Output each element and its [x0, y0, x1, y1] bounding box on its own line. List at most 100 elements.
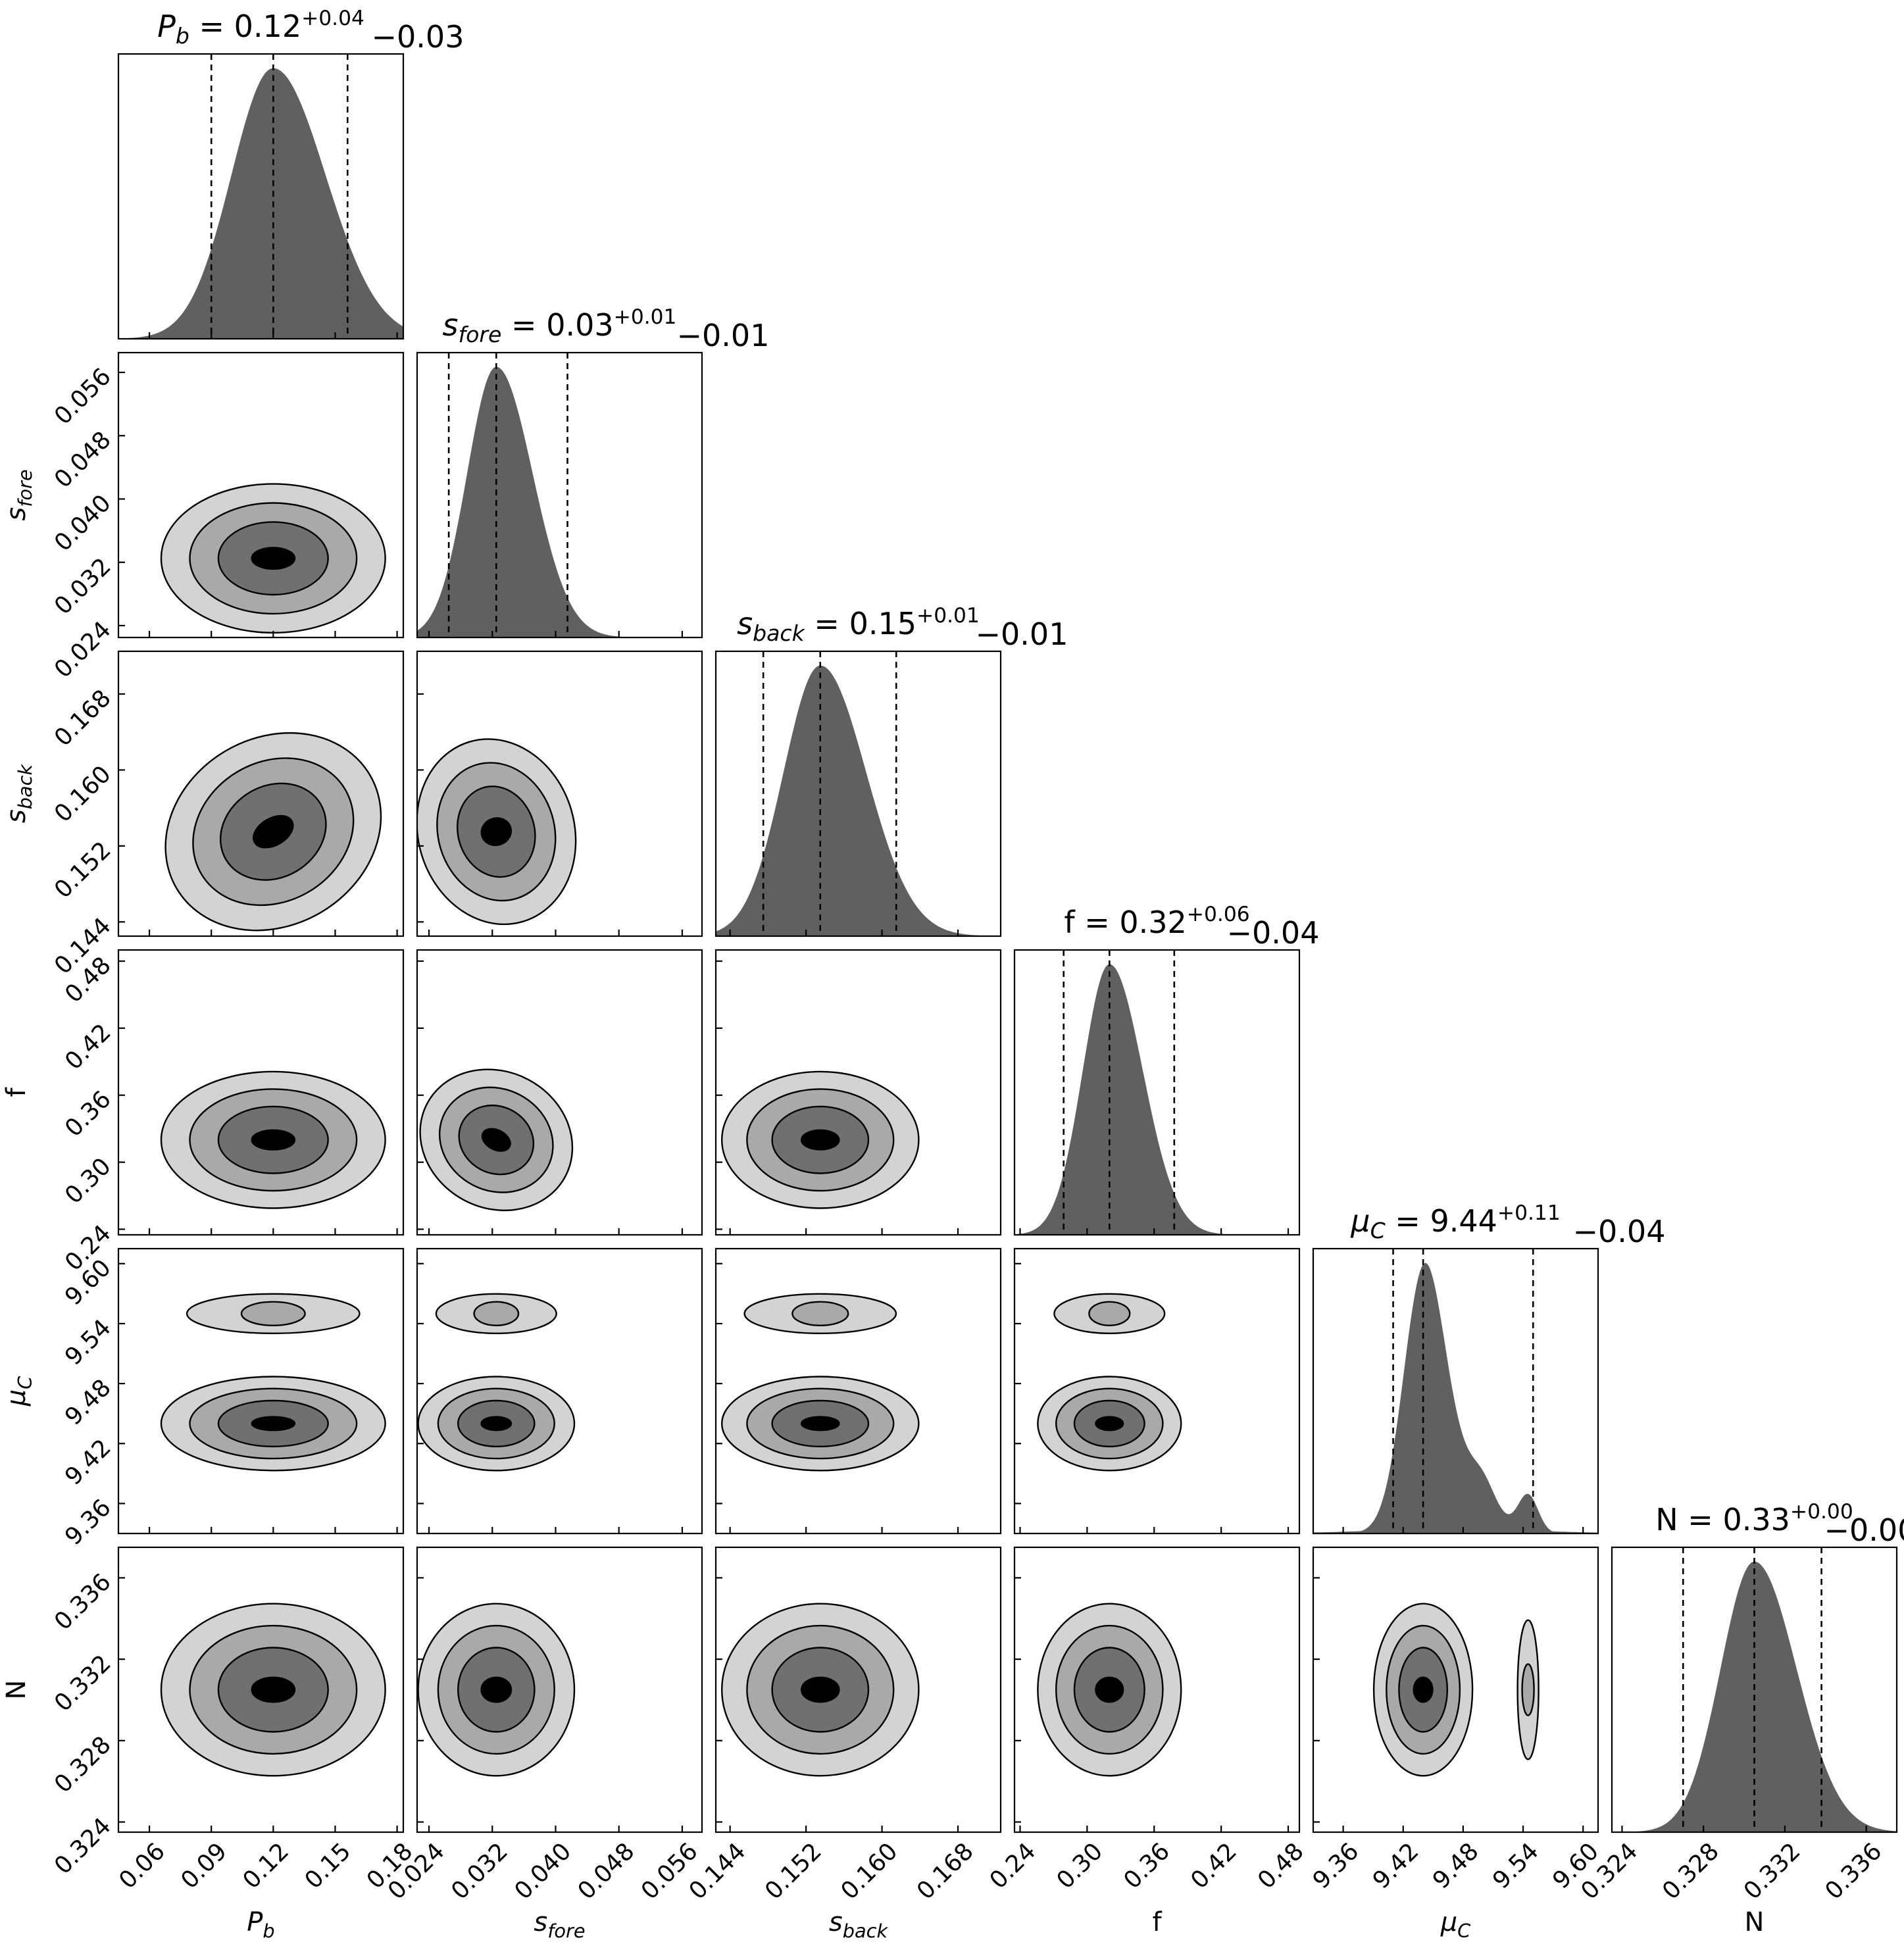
x-axis-label-muC: μC [1440, 1907, 1471, 1942]
contour-level-4 [251, 1129, 296, 1151]
title-err-minus-sfore: −0.01 [677, 318, 770, 353]
panel-frame [117, 650, 405, 937]
hist-panel-sfore: sfore = 0.03+0.01−0.01 [416, 305, 770, 639]
x-tick-label-f: 0.36 [1118, 1838, 1175, 1895]
x-tick-label-Pb: 0.12 [238, 1838, 294, 1895]
title-N-symbol: N [1655, 1502, 1678, 1537]
y-tick-label-sfore: 0.048 [49, 426, 116, 493]
hist-sfore [417, 366, 702, 637]
x-tick-label-N: 0.336 [1820, 1838, 1888, 1905]
title-value-sback: 0.15 [849, 606, 916, 641]
title-value-Pb: 0.12 [234, 9, 301, 44]
title-equals: = [1386, 1203, 1430, 1239]
x-tick-label-Pb: 0.09 [176, 1838, 232, 1895]
x-tick-label-Pb: 0.15 [300, 1838, 357, 1895]
hist-panel-muC: μC = 9.44+0.11 −0.04 [1312, 1201, 1666, 1535]
title-value-muC: 9.44 [1430, 1203, 1497, 1239]
x-tick-label-muC: 9.48 [1428, 1838, 1484, 1895]
x-tick-label-muC: 9.36 [1308, 1838, 1365, 1895]
x-axis-label-sfore-symbol: s [534, 1907, 547, 1937]
y-tick-label-f: 0.30 [60, 1153, 116, 1209]
contour-level-4 [253, 814, 294, 849]
panel-frame [1312, 1546, 1599, 1833]
y-axis-label-sback: sback [1, 764, 36, 824]
panel-frame [416, 1247, 703, 1535]
x-tick-label-sback: 0.160 [836, 1838, 903, 1905]
x-axis-label-N-symbol: N [1745, 1907, 1765, 1937]
contour-level-4 [480, 1416, 513, 1432]
x-tick-label-muC: 9.42 [1368, 1838, 1424, 1895]
panel-sfore-muC [416, 1247, 703, 1535]
panel-frame [117, 949, 405, 1236]
panel-frame [1013, 949, 1301, 1236]
title-sfore-symbol: s [443, 307, 459, 343]
y-tick-label-sfore: 0.024 [49, 616, 116, 684]
contour-level-4 [801, 1676, 840, 1703]
contour-level-4 [251, 1676, 296, 1703]
panel-frame [117, 351, 405, 639]
x-axis-label-N: N [1745, 1907, 1765, 1937]
title-value-N: 0.33 [1722, 1502, 1790, 1537]
contour-level-4 [251, 1416, 296, 1432]
x-tick-label-sback: 0.168 [912, 1838, 979, 1905]
panel-sfore-sback [416, 650, 703, 937]
panel-frame [714, 1247, 1002, 1535]
contour-level-4 [801, 1416, 840, 1432]
y-tick-label-sback: 0.152 [49, 837, 116, 904]
y-tick-label-N: 0.324 [49, 1812, 116, 1880]
panel-f-muC [1013, 1247, 1301, 1535]
panel-muC-N: 9.36 9.42 9.48 9.54 9.60 [1308, 1546, 1604, 1895]
y-tick-label-N: 0.328 [49, 1732, 116, 1799]
contour-secondary-mode-inner [1521, 1663, 1535, 1716]
contour-level-4 [1095, 1676, 1124, 1703]
hist-panel-sback: sback = 0.15+0.01−0.01 [714, 604, 1068, 937]
x-tick-label-f: 0.24 [985, 1838, 1041, 1895]
panel-frame [117, 1546, 405, 1833]
title-equals: = [501, 307, 546, 343]
contour-level-4 [801, 1129, 840, 1151]
panel-frame [416, 949, 703, 1236]
panel-Pb-f: 0.240.300.360.420.48 [60, 949, 405, 1276]
title-muC-subscript: C [1370, 1218, 1386, 1243]
y-tick-label-N: 0.332 [49, 1650, 116, 1717]
panel-frame [117, 53, 405, 340]
title-sback-symbol: s [737, 606, 753, 641]
panel-frame [714, 949, 1002, 1236]
panel-f-N: 0.24 0.30 0.36 0.42 0.48 [985, 1546, 1309, 1895]
y-axis-label-sfore-symbol: s [1, 507, 32, 521]
panel-frame [117, 1247, 405, 1535]
title-err-minus-Pb: −0.03 [372, 19, 464, 55]
y-axis-label-muC-symbol: μ [1, 1389, 32, 1407]
y-axis-label-muC: μC [1, 1376, 36, 1407]
x-axis-label-Pb-symbol: P [247, 1907, 263, 1937]
panel-sback-f [714, 949, 1002, 1236]
title-value-sfore: 0.03 [546, 307, 613, 343]
y-tick-label-sfore: 0.040 [49, 489, 116, 557]
panel-frame [416, 1546, 703, 1833]
x-axis-label-Pb: Pb [247, 1907, 274, 1942]
y-tick-label-sback: 0.168 [49, 685, 116, 752]
title-err-plus-sback: +0.01 [916, 604, 980, 628]
x-axis-label-sfore-subscript: fore [547, 1920, 585, 1942]
panel-frame [1611, 1546, 1898, 1833]
title-sfore: sfore = 0.03+0.01 [443, 305, 677, 347]
y-tick-label-N: 0.336 [49, 1568, 116, 1635]
title-f: f = 0.32+0.06 [1064, 903, 1249, 940]
x-axis-label-sback-symbol: s [829, 1907, 843, 1937]
contour-level-4 [481, 1128, 511, 1152]
title-err-minus-muC: −0.04 [1573, 1214, 1666, 1249]
y-axis-label-sback-symbol: s [1, 809, 32, 823]
title-err-minus-f: −0.04 [1227, 915, 1320, 951]
title-err-plus-muC: +0.11 [1497, 1201, 1561, 1225]
x-tick-label-sfore: 0.040 [509, 1838, 576, 1905]
y-tick-label-f: 0.42 [60, 1019, 116, 1076]
y-tick-label-sfore: 0.056 [49, 363, 116, 430]
contour-secondary-mode-inner [240, 1301, 306, 1327]
x-axis-label-muC-symbol: μ [1440, 1907, 1457, 1937]
x-axis-label-Pb-subscript: b [263, 1920, 274, 1942]
title-err-plus-Pb: +0.04 [301, 7, 364, 30]
